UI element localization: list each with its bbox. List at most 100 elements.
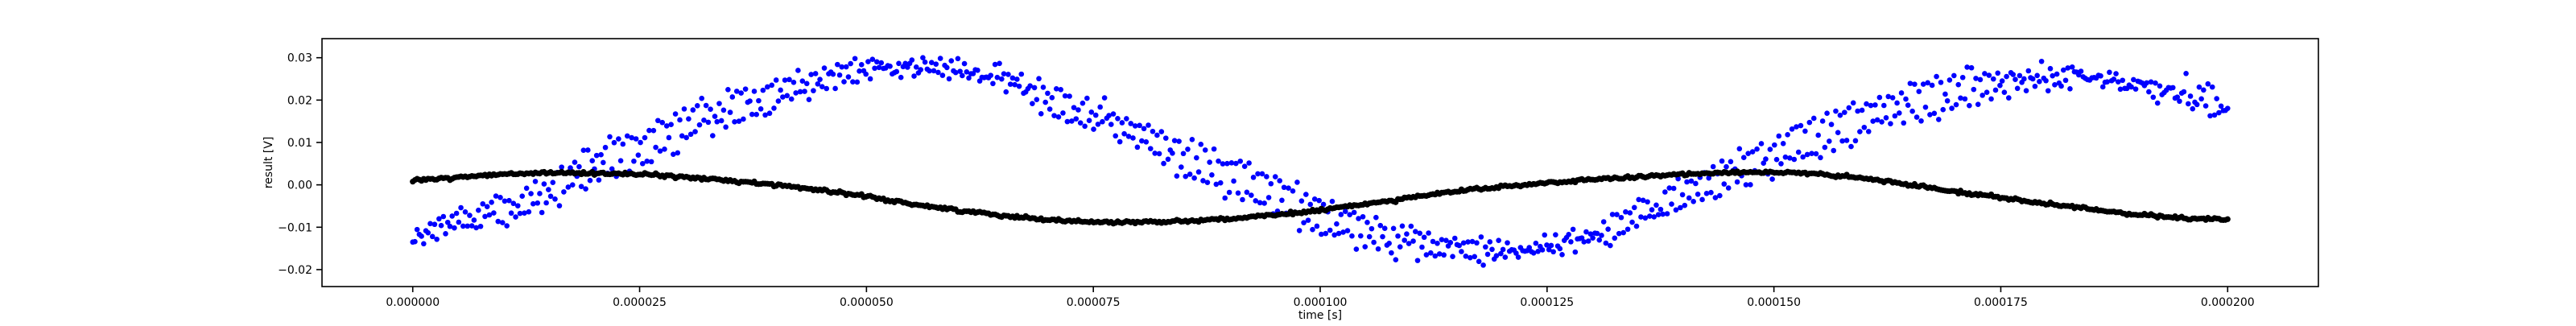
data-point-blue	[2115, 79, 2121, 85]
data-point-blue	[1905, 102, 1911, 109]
data-point-blue	[1171, 138, 1178, 143]
data-point-blue	[1913, 114, 1920, 120]
data-point-blue	[1888, 121, 1893, 126]
data-point-blue	[1645, 199, 1650, 205]
data-point-blue	[1191, 175, 1197, 181]
data-point-blue	[1161, 160, 1166, 167]
data-point-blue	[1559, 252, 1565, 258]
data-point-blue	[718, 118, 724, 124]
data-point-blue	[952, 69, 959, 76]
data-point-blue	[495, 218, 502, 225]
data-point-blue	[1088, 109, 1095, 115]
data-point-blue	[2104, 79, 2110, 85]
data-point-blue	[530, 200, 536, 207]
data-point-blue	[1995, 70, 2001, 76]
data-point-blue	[1539, 247, 1546, 253]
data-point-blue	[2187, 93, 2194, 99]
data-point-blue	[1605, 226, 1611, 232]
data-point-blue	[1959, 74, 1966, 80]
data-point-blue	[1351, 209, 1357, 216]
data-point-blue	[699, 95, 705, 101]
data-point-blue	[1758, 141, 1765, 146]
data-point-blue	[427, 221, 433, 227]
data-point-blue	[1810, 115, 1817, 122]
data-point-blue	[414, 226, 420, 233]
data-point-blue	[2183, 70, 2189, 76]
data-point-blue	[532, 179, 539, 184]
data-point-blue	[1224, 160, 1230, 167]
data-point-blue	[1609, 212, 1616, 217]
data-point-blue	[1180, 151, 1187, 157]
data-point-blue	[1789, 126, 1795, 132]
data-point-blue	[596, 177, 602, 183]
data-point-blue	[1413, 229, 1418, 235]
data-point-blue	[1408, 223, 1414, 229]
data-point-blue	[1467, 254, 1473, 261]
data-point-blue	[1465, 239, 1471, 245]
data-point-blue	[716, 101, 722, 106]
data-point-blue	[541, 181, 547, 187]
data-point-blue	[1399, 223, 1406, 229]
data-point-blue	[1787, 155, 1793, 161]
data-point-blue	[1381, 225, 1388, 231]
data-point-blue	[1669, 201, 1674, 207]
data-point-blue	[620, 141, 626, 147]
data-point-blue	[1042, 99, 1048, 105]
data-point-blue	[2209, 84, 2215, 90]
data-point-blue	[1493, 253, 1500, 258]
data-point-blue	[1861, 124, 1868, 130]
data-point-blue	[1200, 178, 1206, 184]
data-point-blue	[1982, 71, 1988, 76]
data-point-blue	[1216, 158, 1221, 164]
data-point-blue	[1653, 202, 1659, 208]
data-point-blue	[607, 134, 613, 140]
x-tick-label: 0.000175	[1974, 296, 2028, 309]
data-point-blue	[1380, 233, 1385, 240]
y-tick-label: −0.02	[278, 264, 312, 277]
data-point-blue	[1828, 122, 1835, 127]
data-point-blue	[1483, 244, 1488, 250]
data-point-blue	[1864, 101, 1869, 107]
data-point-blue	[1530, 250, 1537, 256]
data-point-blue	[1839, 138, 1845, 144]
data-point-blue	[988, 72, 993, 78]
data-point-blue	[1868, 102, 1874, 109]
data-point-blue	[1060, 110, 1066, 116]
data-point-blue	[1795, 149, 1802, 155]
data-point-blue	[2021, 76, 2027, 82]
data-point-blue	[1631, 204, 1637, 211]
data-point-blue	[1253, 198, 1259, 204]
data-point-blue	[2067, 86, 2073, 92]
data-point-blue	[1469, 238, 1476, 245]
data-point-blue	[824, 85, 830, 92]
data-point-blue	[1119, 120, 1125, 126]
data-point-blue	[1870, 118, 1876, 124]
data-point-blue	[714, 118, 720, 125]
data-point-blue	[1240, 196, 1245, 203]
data-point-blue	[1489, 246, 1495, 253]
data-point-blue	[2111, 76, 2117, 82]
data-point-blue	[1478, 234, 1484, 240]
data-point-blue	[1843, 138, 1850, 143]
data-point-blue	[1818, 155, 1823, 161]
data-point-blue	[1207, 159, 1212, 165]
data-point-blue	[1920, 81, 1926, 87]
data-point-blue	[1244, 189, 1250, 196]
data-point-blue	[812, 71, 819, 76]
data-point-blue	[898, 74, 904, 80]
data-point-blue	[1406, 241, 1412, 246]
data-point-blue	[1872, 102, 1878, 108]
data-point-blue	[1115, 116, 1121, 122]
data-point-blue	[1007, 81, 1013, 87]
data-point-blue	[729, 94, 736, 100]
data-point-blue	[633, 136, 639, 142]
data-point-blue	[2004, 73, 2009, 80]
data-point-blue	[1176, 138, 1182, 144]
data-point-blue	[1435, 240, 1440, 246]
data-point-blue	[523, 185, 530, 192]
data-point-blue	[1944, 97, 1951, 104]
data-point-blue	[578, 184, 584, 189]
data-point-blue	[948, 58, 955, 64]
data-point-blue	[887, 64, 893, 69]
data-point-blue	[683, 134, 689, 141]
